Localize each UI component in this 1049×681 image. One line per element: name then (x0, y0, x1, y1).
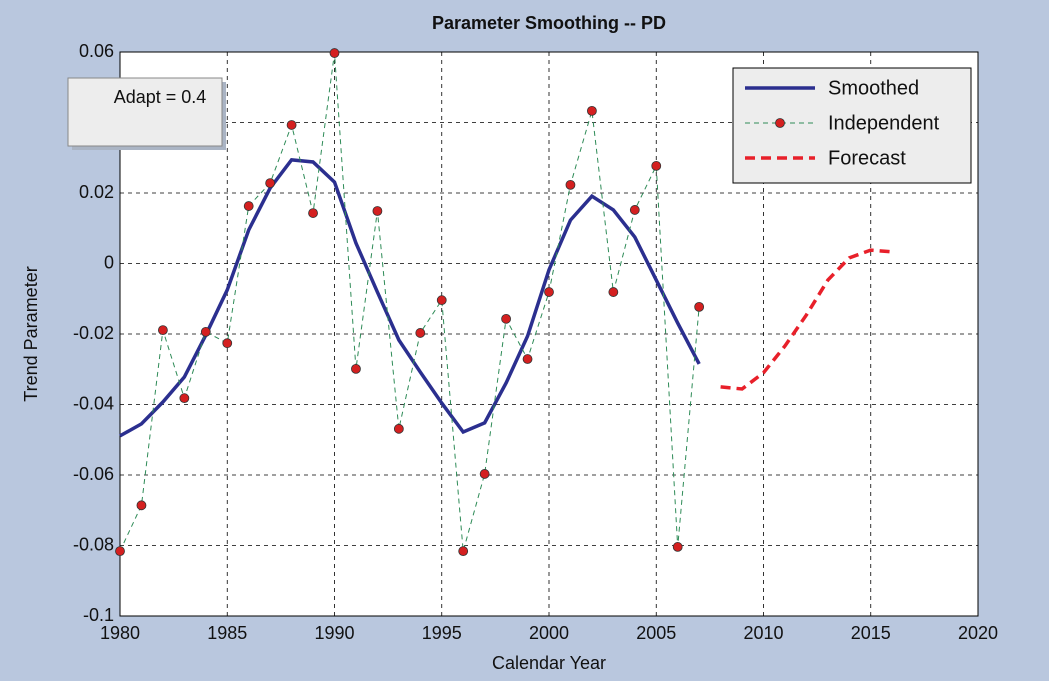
data-point (479, 469, 490, 479)
y-axis-label: Trend Parameter (21, 266, 41, 401)
data-point (522, 354, 533, 364)
x-tick-label: 2010 (743, 623, 783, 643)
data-point (458, 546, 469, 557)
data-point (587, 105, 597, 116)
data-point (351, 363, 361, 374)
y-tick-label: 0 (104, 252, 114, 272)
x-tick-label: 2000 (529, 623, 569, 643)
series-line (119, 52, 700, 552)
annotation-box (67, 77, 223, 147)
y-tick-label: -0.1 (83, 605, 114, 625)
data-point (115, 546, 125, 557)
y-tick-label: 0.02 (79, 182, 114, 202)
data-point (694, 301, 705, 312)
data-point (565, 179, 576, 190)
data-point (629, 205, 640, 215)
y-tick-label: -0.04 (73, 393, 114, 413)
legend-label: Smoothed (828, 77, 919, 99)
data-point (329, 48, 340, 58)
y-tick-label: 0.06 (79, 41, 114, 61)
y-tick-label: -0.08 (73, 534, 114, 554)
legend-label: Independent (828, 112, 940, 134)
data-point (157, 325, 168, 336)
data-point (286, 120, 297, 130)
x-tick-label: 1985 (207, 623, 247, 643)
series-line (720, 248, 893, 391)
x-tick-label: 2020 (958, 623, 998, 643)
y-tick-label: -0.06 (73, 464, 114, 484)
y-tick-label: -0.02 (73, 323, 114, 343)
data-point (544, 287, 554, 297)
annotation: Adapt = 0.4 (114, 87, 207, 107)
chart-title: Parameter Smoothing -- PD (432, 13, 666, 33)
axes-frame (119, 51, 979, 617)
data-point (179, 393, 190, 404)
data-point (415, 328, 426, 338)
x-tick-label: 2005 (636, 623, 676, 643)
x-tick-label: 1980 (100, 623, 140, 643)
data-point (436, 295, 447, 306)
x-tick-label: 1990 (314, 623, 354, 643)
data-point (136, 500, 147, 511)
data-point (608, 287, 619, 297)
x-tick-label: 1995 (422, 623, 462, 643)
data-point (501, 313, 512, 324)
data-point (243, 201, 254, 211)
data-point (372, 206, 383, 216)
legend-label: Forecast (828, 147, 906, 169)
data-point (393, 423, 404, 434)
data-point (672, 542, 683, 552)
x-axis-label: Calendar Year (492, 653, 606, 673)
data-point (200, 326, 211, 337)
data-point (651, 160, 662, 171)
legend-marker (775, 118, 785, 128)
data-point (222, 338, 233, 349)
x-tick-label: 2015 (851, 623, 891, 643)
data-point (265, 178, 276, 189)
data-point (308, 208, 318, 218)
